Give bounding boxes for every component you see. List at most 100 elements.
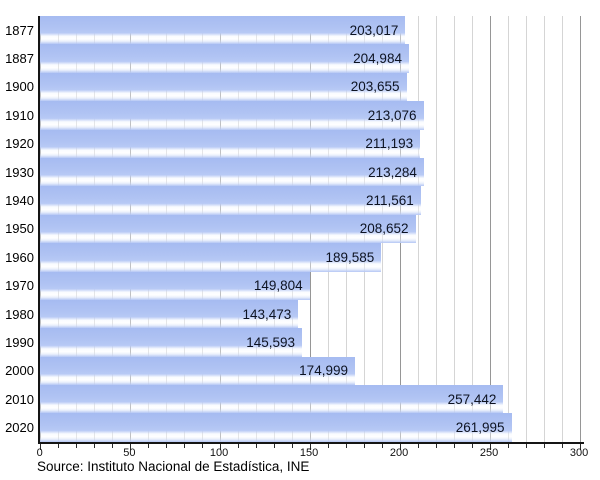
y-axis-label: 2010 <box>5 391 34 407</box>
bar: 143,473 <box>40 299 299 329</box>
bar: 211,561 <box>40 186 421 215</box>
bar-value-label: 213,284 <box>368 164 417 180</box>
chart-row: 211,193 <box>40 129 581 158</box>
bar: 203,655 <box>40 72 407 102</box>
x-axis-tick <box>526 444 527 448</box>
x-axis-tick <box>76 444 77 448</box>
y-axis-label: 1900 <box>5 79 34 95</box>
chart-row: 257,442 <box>40 385 581 414</box>
x-axis-tick <box>58 444 59 448</box>
x-axis-tick-label: 200 <box>389 447 409 459</box>
chart-row: 213,076 <box>40 101 581 130</box>
y-axis-label: 1970 <box>5 278 34 294</box>
bar-value-label: 257,442 <box>447 391 497 407</box>
chart-row: 213,284 <box>40 157 581 187</box>
y-axis-label: 1920 <box>5 136 34 152</box>
x-axis-tick <box>382 444 383 448</box>
x-axis-tick <box>400 444 401 450</box>
y-axis-label: 1940 <box>5 193 34 209</box>
x-axis-tick <box>274 444 275 448</box>
x-axis-tick <box>580 444 581 450</box>
bar: 174,999 <box>40 356 355 386</box>
bar: 208,652 <box>40 214 416 244</box>
y-axis-label: 1930 <box>5 164 34 180</box>
x-axis-tick <box>364 444 365 448</box>
bar: 213,284 <box>40 157 424 187</box>
x-axis-tick <box>436 444 437 448</box>
chart-row: 203,655 <box>40 72 581 102</box>
bar-value-label: 145,593 <box>246 334 296 350</box>
x-axis-tick <box>238 444 239 448</box>
chart-row: 189,585 <box>40 243 581 272</box>
x-axis-tick <box>130 444 131 450</box>
bar-value-label: 203,017 <box>349 22 399 38</box>
bar-value-label: 189,585 <box>325 249 375 265</box>
chart-row: 204,984 <box>40 44 581 73</box>
chart-row: 208,652 <box>40 214 581 244</box>
bar: 145,593 <box>40 328 303 357</box>
x-axis-tick-label: 300 <box>569 447 589 459</box>
x-axis-tick <box>346 444 347 448</box>
x-axis-tick <box>508 444 509 448</box>
x-axis-tick-label: 250 <box>479 447 499 459</box>
y-axis-label: 1887 <box>5 51 34 67</box>
bar: 211,193 <box>40 129 421 158</box>
y-axis-label: 2020 <box>5 420 34 436</box>
source-caption: Source: Instituto Nacional de Estadístic… <box>37 459 310 474</box>
chart-row: 143,473 <box>40 299 581 329</box>
y-axis-line <box>38 16 40 444</box>
chart-row: 203,017 <box>40 16 581 45</box>
x-axis-tick <box>94 444 95 448</box>
bar-value-label: 149,804 <box>253 278 303 294</box>
bar-value-label: 211,561 <box>365 193 414 209</box>
bar-value-label: 204,984 <box>353 51 402 67</box>
y-axis-label: 1910 <box>5 107 34 123</box>
plot-area: 203,017 204,984 203,655 213,076 211,193 … <box>40 16 581 442</box>
chart-row: 174,999 <box>40 356 581 386</box>
x-axis-tick-label: 50 <box>123 447 136 459</box>
x-axis-tick-label: 100 <box>209 447 229 459</box>
bar: 189,585 <box>40 243 382 272</box>
bar: 204,984 <box>40 44 409 73</box>
bar: 257,442 <box>40 385 504 414</box>
bar: 203,017 <box>40 16 406 45</box>
x-axis-tick <box>202 444 203 448</box>
x-axis-tick <box>490 444 491 450</box>
x-axis-line <box>38 442 584 444</box>
bar-value-label: 261,995 <box>455 420 505 436</box>
x-axis-tick <box>184 444 185 448</box>
x-axis-tick <box>40 444 41 450</box>
bar: 213,076 <box>40 101 424 130</box>
y-axis-label: 2000 <box>5 363 34 379</box>
y-axis-label: 1960 <box>5 249 34 265</box>
x-axis-tick <box>256 444 257 448</box>
bar-value-label: 143,473 <box>242 306 292 322</box>
y-axis-label: 1990 <box>5 335 34 351</box>
x-axis-tick <box>166 444 167 448</box>
bars-container: 203,017 204,984 203,655 213,076 211,193 … <box>40 16 581 442</box>
bar: 149,804 <box>40 271 310 300</box>
bar: 261,995 <box>40 413 512 442</box>
x-axis-tick <box>292 444 293 448</box>
x-axis-tick <box>454 444 455 448</box>
x-axis-tick <box>310 444 311 450</box>
x-axis-tick <box>562 444 563 448</box>
bar-value-label: 211,193 <box>365 136 414 152</box>
chart-row: 149,804 <box>40 271 581 300</box>
x-axis-tick <box>544 444 545 448</box>
y-axis-label: 1950 <box>5 221 34 237</box>
x-axis-tick <box>472 444 473 448</box>
chart-row: 145,593 <box>40 328 581 357</box>
x-axis-tick <box>112 444 113 448</box>
bar-value-label: 174,999 <box>299 363 348 379</box>
bar-value-label: 213,076 <box>367 107 417 123</box>
x-axis-tick <box>418 444 419 448</box>
x-axis-tick <box>328 444 329 448</box>
x-axis-tick <box>148 444 149 448</box>
bar-value-label: 203,655 <box>350 79 400 95</box>
y-axis-label: 1980 <box>5 306 34 322</box>
x-axis-tick-label: 0 <box>36 447 43 459</box>
chart-row: 261,995 <box>40 413 581 442</box>
chart-row: 211,561 <box>40 186 581 215</box>
